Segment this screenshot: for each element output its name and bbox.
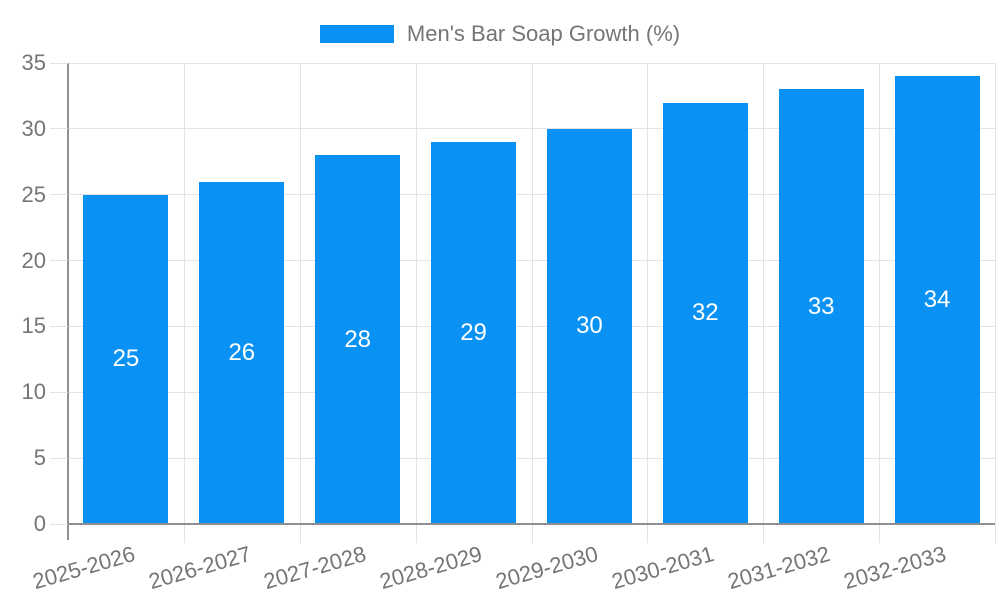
y-tick-label: 30	[21, 115, 46, 141]
x-tick	[415, 525, 417, 543]
x-tick-label: 2026-2027	[145, 541, 254, 595]
y-tick	[50, 62, 68, 64]
x-tick	[763, 525, 765, 543]
x-tick-label: 2025-2026	[29, 541, 138, 595]
y-tick-label: 20	[21, 247, 46, 273]
v-gridline	[763, 63, 765, 524]
v-gridline	[879, 63, 881, 524]
bar[interactable]: 28	[315, 155, 401, 524]
y-axis-line	[67, 63, 69, 540]
v-gridline	[995, 63, 996, 524]
y-tick	[50, 523, 68, 525]
bar-value-label: 30	[576, 312, 603, 340]
bar-value-label: 33	[807, 292, 835, 320]
x-tick-label: 2030-2031	[608, 541, 717, 595]
y-tick	[50, 325, 68, 327]
legend-label: Men's Bar Soap Growth (%)	[406, 21, 681, 46]
x-tick	[995, 525, 996, 543]
x-tick	[183, 525, 185, 543]
y-tick	[50, 128, 68, 130]
bar-value-label: 34	[923, 286, 951, 314]
bar-value-label: 26	[228, 338, 256, 366]
y-tick	[50, 457, 68, 459]
x-tick	[299, 525, 301, 543]
x-axis-line	[68, 523, 995, 525]
y-tick-label: 25	[21, 181, 46, 207]
bar[interactable]: 33	[778, 89, 864, 524]
bar[interactable]: 32	[662, 102, 748, 524]
y-tick-label: 35	[21, 50, 46, 75]
x-tick	[531, 525, 533, 543]
bar[interactable]: 34	[894, 76, 980, 524]
x-tick-label: 2032-2033	[840, 541, 949, 595]
x-tick	[647, 525, 649, 543]
y-tick	[50, 194, 68, 196]
v-gridline	[531, 63, 533, 524]
bar-value-label: 28	[344, 325, 372, 353]
bar-value-label: 29	[460, 319, 487, 346]
y-tick-label: 5	[33, 445, 46, 471]
v-gridline	[183, 63, 185, 524]
bar[interactable]: 29	[431, 142, 517, 524]
v-gridline	[415, 63, 417, 524]
bar[interactable]: 26	[199, 181, 285, 524]
y-tick-label: 0	[33, 511, 46, 536]
legend-swatch	[319, 25, 394, 43]
v-gridline	[299, 63, 301, 524]
x-tick-label: 2031-2032	[724, 541, 833, 595]
y-tick-label: 15	[21, 313, 46, 339]
bar[interactable]: 25	[83, 194, 169, 524]
x-tick-label: 2029-2030	[493, 541, 602, 595]
bar[interactable]: 30	[546, 128, 632, 524]
x-tick-label: 2028-2029	[377, 541, 486, 595]
legend: Men's Bar Soap Growth (%)	[0, 21, 1000, 47]
bar-value-label: 32	[691, 299, 719, 327]
v-gridline	[647, 63, 649, 524]
x-tick	[879, 525, 881, 543]
y-tick-label: 10	[21, 379, 46, 405]
y-tick	[50, 260, 68, 262]
y-tick	[50, 391, 68, 393]
bar-value-label: 25	[112, 345, 140, 373]
x-tick-label: 2027-2028	[261, 541, 370, 595]
